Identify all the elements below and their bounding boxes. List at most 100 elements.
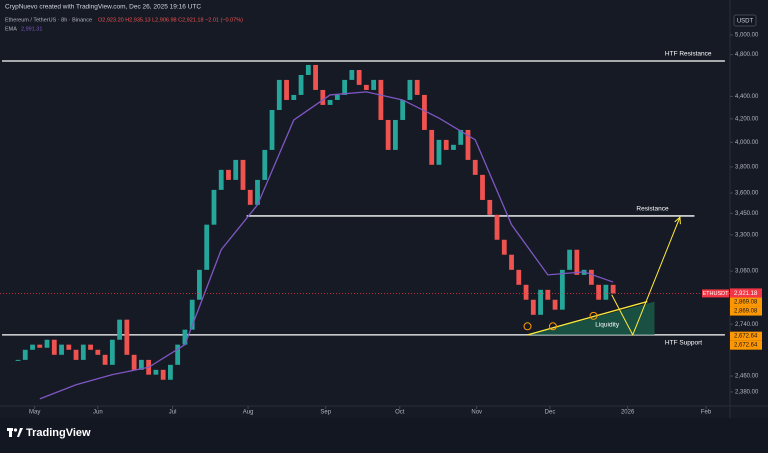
candle bbox=[168, 364, 173, 380]
price-tag bbox=[730, 306, 762, 316]
candle bbox=[400, 99, 406, 120]
candle bbox=[131, 354, 137, 370]
candle bbox=[153, 369, 159, 375]
ohlc: O2,923.20 H2,935.13 L2,906.98 C2,921.18 … bbox=[98, 17, 243, 23]
symbol-tag-label: ETHUSDT bbox=[703, 291, 730, 297]
y-tick-label: 3,600.00 bbox=[735, 191, 759, 197]
candle bbox=[291, 94, 297, 100]
candle bbox=[37, 344, 43, 348]
candle bbox=[487, 199, 493, 215]
candle bbox=[472, 159, 478, 175]
candle bbox=[516, 269, 522, 285]
candle bbox=[588, 269, 594, 285]
x-tick-label: Jul bbox=[169, 410, 177, 416]
candle bbox=[73, 349, 79, 360]
y-tick-label: 2,380.00 bbox=[735, 390, 759, 396]
candle bbox=[182, 329, 188, 345]
y-tick-label: 3,300.00 bbox=[735, 232, 759, 238]
ema-value: 2,991.31 bbox=[21, 26, 42, 32]
pivot bbox=[589, 311, 598, 320]
candle bbox=[552, 299, 558, 310]
candle bbox=[494, 214, 500, 240]
level-label: Resistance bbox=[636, 206, 669, 213]
ema-label: EMA bbox=[5, 26, 17, 32]
candle bbox=[574, 249, 580, 275]
projection bbox=[611, 216, 681, 337]
candle bbox=[298, 74, 304, 95]
credit: CrypNuevo created with TradingView.com, … bbox=[5, 4, 201, 11]
candle bbox=[545, 289, 551, 300]
candle bbox=[356, 69, 362, 85]
candle bbox=[175, 344, 181, 365]
level-label: HTF Resistance bbox=[665, 51, 712, 58]
candle bbox=[30, 344, 35, 350]
candle bbox=[320, 89, 326, 105]
y-tick-label: 4,000.00 bbox=[735, 140, 759, 146]
liquidity-zone bbox=[527, 301, 655, 335]
candle bbox=[138, 359, 144, 370]
price-tag-label: 2,869.08 bbox=[734, 309, 758, 315]
candle bbox=[378, 79, 384, 120]
candle bbox=[51, 339, 57, 355]
candle bbox=[385, 119, 391, 150]
ema-line bbox=[39, 91, 614, 400]
x-tick-label: May bbox=[29, 410, 40, 416]
candle bbox=[363, 84, 369, 90]
candle bbox=[530, 299, 536, 315]
brand: TradingView bbox=[26, 427, 91, 439]
candle bbox=[59, 344, 64, 355]
x-tick-label: Jun bbox=[93, 410, 103, 416]
y-tick-label: 4,200.00 bbox=[735, 116, 759, 122]
candle bbox=[458, 129, 464, 145]
x-tick-label: Feb bbox=[701, 410, 712, 416]
candle bbox=[102, 354, 108, 365]
candle bbox=[313, 64, 318, 90]
liquidity-label: Liquidity bbox=[595, 322, 620, 329]
candle bbox=[596, 284, 602, 300]
candle bbox=[80, 344, 86, 360]
y-tick-label: 4,800.00 bbox=[735, 52, 759, 58]
candle bbox=[349, 69, 355, 80]
candle bbox=[240, 159, 246, 190]
candle bbox=[305, 64, 311, 75]
candle bbox=[284, 79, 289, 100]
candle bbox=[88, 344, 93, 350]
candle bbox=[95, 349, 101, 355]
candle bbox=[211, 189, 217, 225]
y-tick-label: 5,000.00 bbox=[735, 33, 759, 39]
candle bbox=[204, 224, 210, 270]
candle bbox=[610, 284, 616, 294]
x-tick-label: Sep bbox=[320, 410, 331, 416]
currency-box[interactable] bbox=[733, 14, 757, 27]
symbol: Ethereum / TetherUS · 8h · Binance bbox=[5, 17, 92, 23]
candle bbox=[436, 139, 442, 165]
candle bbox=[451, 144, 456, 150]
candle bbox=[233, 159, 239, 180]
candle bbox=[22, 349, 28, 360]
candle bbox=[422, 94, 427, 130]
currency[interactable]: USDT bbox=[737, 19, 754, 25]
y-tick-label: 3,450.00 bbox=[735, 211, 759, 217]
pivot bbox=[548, 322, 557, 331]
candle bbox=[160, 369, 166, 380]
candle bbox=[218, 169, 224, 190]
candle bbox=[197, 269, 202, 300]
candle bbox=[429, 129, 435, 165]
price-tag-label: 2,672.64 bbox=[734, 343, 758, 349]
candle bbox=[414, 79, 420, 95]
candle bbox=[334, 94, 340, 100]
candle bbox=[559, 269, 565, 310]
candle bbox=[255, 179, 260, 205]
candle bbox=[371, 79, 377, 90]
candle bbox=[407, 79, 413, 100]
candle bbox=[567, 249, 573, 270]
trend-line bbox=[527, 300, 648, 336]
y-tick-label: 2,460.00 bbox=[735, 374, 759, 380]
x-tick-label: Nov bbox=[471, 410, 482, 416]
candle bbox=[117, 319, 123, 340]
level-label: HTF Support bbox=[665, 340, 702, 347]
candle bbox=[538, 289, 543, 315]
